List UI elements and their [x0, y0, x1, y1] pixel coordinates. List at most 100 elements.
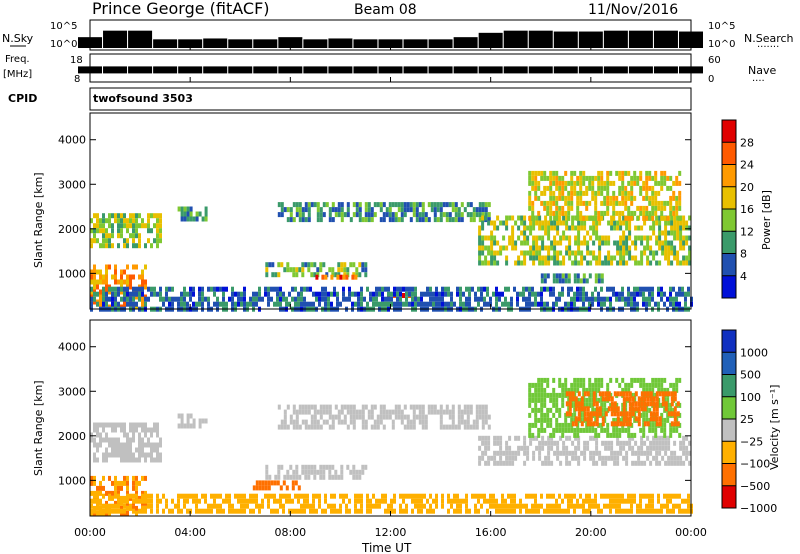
heatmap-cell [654, 382, 658, 388]
heatmap-cell [594, 503, 597, 509]
heatmap-cell [654, 190, 658, 196]
heatmap-cell [478, 240, 482, 246]
heatmap-cell [375, 291, 378, 297]
heatmap-cell [177, 301, 180, 307]
heatmap-cell [564, 180, 568, 186]
heatmap-cell [579, 200, 583, 206]
heatmap-cell [546, 382, 550, 388]
heatmap-cell [571, 260, 575, 266]
heatmap-cell [651, 382, 655, 388]
heatmap-cell [123, 475, 126, 481]
heatmap-cell [285, 485, 289, 491]
heatmap-cell [417, 498, 420, 504]
heatmap-cell [147, 498, 150, 504]
heatmap-cell [102, 296, 105, 302]
heatmap-cell [331, 267, 335, 273]
heatmap-cell [159, 457, 162, 463]
heatmap-cell [573, 278, 577, 284]
heatmap-cell [658, 416, 662, 422]
noise-left-tick-bottom: 10^0 [50, 39, 77, 50]
heatmap-cell [555, 185, 559, 191]
heatmap-cell [393, 301, 396, 307]
heatmap-cell [345, 508, 348, 514]
heatmap-cell [493, 250, 497, 256]
heatmap-cell [492, 503, 495, 509]
heatmap-cell [381, 498, 384, 504]
heatmap-cell [346, 202, 350, 208]
heatmap-cell [655, 235, 659, 241]
heatmap-cell [640, 401, 644, 407]
heatmap-cell [481, 435, 485, 441]
heatmap-cell [484, 440, 488, 446]
heatmap-cell [540, 382, 544, 388]
heatmap-cell [640, 396, 644, 402]
heatmap-cell [340, 469, 344, 475]
heatmap-cell [424, 212, 428, 218]
heatmap-cell [564, 382, 568, 388]
heatmap-cell [555, 200, 559, 206]
heatmap-cell [547, 255, 551, 261]
heatmap-cell [571, 391, 575, 397]
heatmap-cell [120, 508, 123, 514]
heatmap-cell [186, 418, 190, 424]
heatmap-cell [138, 422, 141, 428]
heatmap-cell [655, 406, 659, 412]
heatmap-cell [342, 498, 345, 504]
heatmap-cell [183, 216, 187, 222]
heatmap-cell [297, 508, 300, 514]
heatmap-cell [96, 498, 99, 504]
heatmap-cell [285, 296, 288, 302]
heatmap-cell [195, 211, 199, 217]
heatmap-cell [627, 493, 630, 499]
heatmap-cell [606, 210, 610, 216]
heatmap-cell [394, 414, 398, 420]
heatmap-cell [132, 286, 135, 292]
y-tick-label: 3000 [58, 385, 86, 398]
heatmap-cell [637, 450, 641, 456]
heatmap-cell [577, 401, 581, 407]
heatmap-cell [99, 223, 102, 229]
heatmap-cell [423, 503, 426, 509]
heatmap-cell [117, 442, 120, 448]
heatmap-cell [549, 200, 553, 206]
heatmap-cell [573, 190, 577, 196]
heatmap-cell [496, 250, 500, 256]
heatmap-cell [360, 503, 363, 509]
heatmap-cell [114, 274, 117, 280]
heatmap-cell [633, 301, 636, 307]
heatmap-cell [670, 230, 674, 236]
heatmap-cell [658, 421, 662, 427]
heatmap-cell [498, 503, 501, 509]
x-tick-label: 04:00 [174, 526, 206, 539]
heatmap-cell [546, 412, 550, 418]
colorbar-swatch [722, 209, 736, 232]
heatmap-cell [102, 279, 105, 285]
heatmap-cell [628, 225, 632, 231]
heatmap-cell [439, 212, 443, 218]
heatmap-cell [628, 250, 632, 256]
heatmap-cell [126, 498, 129, 504]
heatmap-cell [633, 417, 637, 423]
heatmap-cell [570, 503, 573, 509]
heatmap-cell [667, 220, 671, 226]
heatmap-cell [621, 175, 625, 181]
heatmap-cell [622, 391, 626, 397]
heatmap-cell [601, 455, 605, 461]
heatmap-cell [328, 207, 332, 213]
heatmap-cell [322, 404, 326, 410]
heatmap-cell [609, 286, 612, 292]
heatmap-cell [156, 493, 159, 499]
heatmap-cell [159, 238, 162, 244]
heatmap-cell [676, 455, 680, 461]
heatmap-cell [373, 202, 377, 208]
heatmap-cell [213, 493, 216, 499]
heatmap-cell [574, 240, 578, 246]
heatmap-cell [303, 286, 306, 292]
heatmap-cell [514, 245, 518, 251]
freq-bar [453, 66, 478, 74]
heatmap-cell [267, 296, 270, 302]
heatmap-cell [625, 411, 629, 417]
beam-label: Beam 08 [354, 2, 417, 18]
heatmap-cell [642, 387, 646, 393]
heatmap-cell [576, 387, 580, 393]
